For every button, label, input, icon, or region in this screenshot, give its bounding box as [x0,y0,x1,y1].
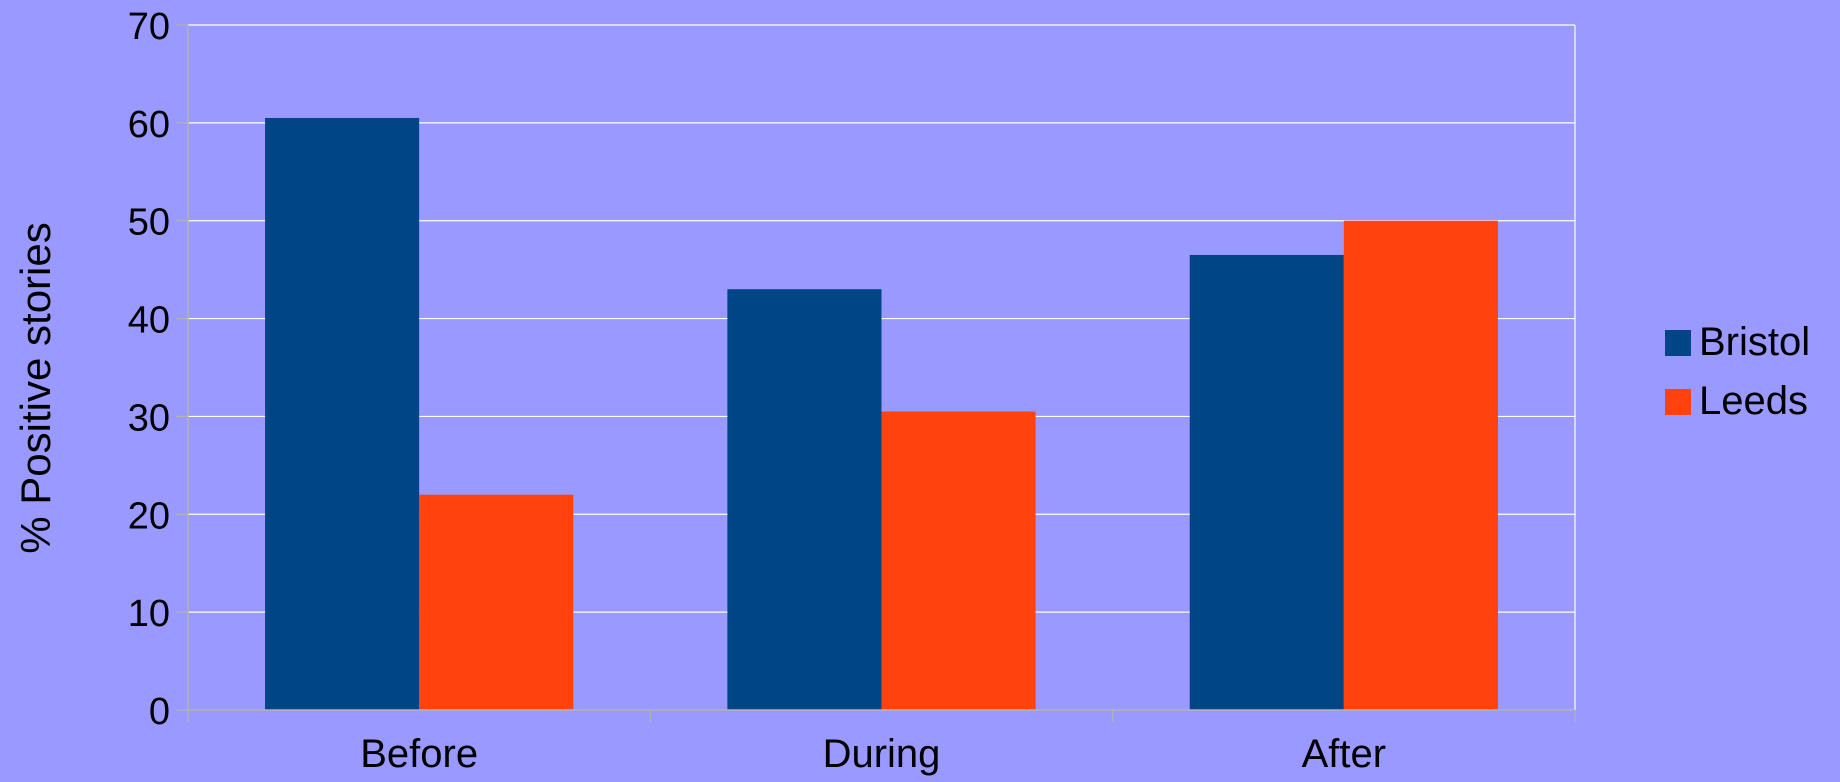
x-tick-label: During [823,732,941,776]
bar-leeds-during [881,411,1036,710]
bar-bristol-before [265,117,420,710]
legend-swatch-leeds [1665,389,1691,415]
y-tick-label: 50 [128,202,170,244]
y-tick-label: 40 [128,300,170,342]
y-tick-label: 0 [149,691,170,733]
bars [265,117,1498,710]
bar-leeds-before [419,494,574,710]
legend-swatch-bristol [1665,330,1691,356]
bar-leeds-after [1343,220,1498,710]
y-tick-label: 20 [128,495,170,537]
x-tick-labels: Before During After [360,732,1386,776]
y-tick-label: 70 [128,6,170,48]
bar-bristol-after [1189,254,1344,710]
legend: Bristol Leeds [1665,320,1810,423]
x-tick-label: After [1302,732,1386,776]
legend-label-bristol: Bristol [1699,320,1810,364]
y-axis-label: % Positive stories [12,222,59,553]
x-tick-label: Before [360,732,478,776]
y-tick-label: 10 [128,593,170,635]
y-tick-label: 60 [128,104,170,146]
y-tick-label: 30 [128,397,170,439]
legend-label-leeds: Leeds [1699,379,1808,423]
axes [176,24,1576,722]
y-tick-labels: 0 10 20 30 40 50 60 70 [128,6,170,733]
bar-bristol-during [727,289,882,710]
